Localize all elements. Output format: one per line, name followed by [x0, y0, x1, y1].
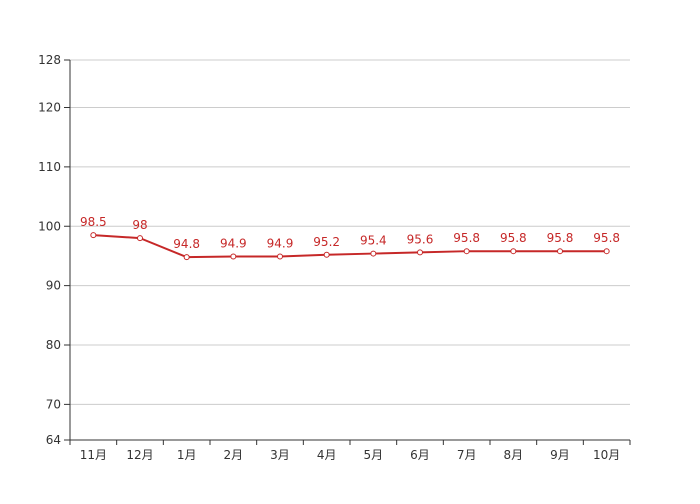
- data-point: [137, 235, 143, 242]
- data-label: 98: [132, 218, 147, 232]
- data-label: 98.5: [80, 215, 107, 229]
- gridlines: [70, 59, 630, 405]
- x-tick-label: 9月: [550, 448, 570, 462]
- y-tick-label: 80: [46, 338, 61, 352]
- data-point: [90, 232, 97, 239]
- axes: [64, 59, 631, 445]
- x-tick-label: 5月: [364, 448, 384, 462]
- data-labels: 98.5 98 94.8 94.9 94.9 95.2 95.4 95.6 95.8 95.8 95…: [80, 215, 620, 251]
- data-label: 94.9: [220, 237, 247, 251]
- y-tick-label: 70: [46, 397, 61, 411]
- x-tick-label: 11月: [80, 448, 107, 462]
- data-label: 95.2: [313, 235, 340, 249]
- y-tick-label: 120: [38, 101, 61, 115]
- data-label: 94.9: [267, 237, 294, 251]
- data-point: [183, 254, 190, 261]
- data-point: [230, 253, 237, 260]
- data-point: [417, 249, 423, 256]
- y-tick-label: 64: [46, 433, 61, 447]
- series-line: [93, 234, 607, 259]
- x-tick-label: 10月: [593, 448, 620, 462]
- y-tick-labels: 64 70 80 90 100 110 120 128: [38, 53, 61, 447]
- x-tick-label: 1月: [177, 448, 197, 462]
- data-label: 95.8: [593, 231, 620, 245]
- x-tick-label: 6月: [410, 448, 430, 462]
- data-label: 95.4: [360, 234, 387, 248]
- x-tick-label: 4月: [317, 448, 337, 462]
- y-tick-label: 90: [46, 279, 61, 293]
- x-tick-label: 2月: [224, 448, 244, 462]
- data-point: [603, 248, 610, 255]
- y-tick-label: 110: [38, 160, 61, 174]
- x-tick-label: 7月: [457, 448, 477, 462]
- data-label: 95.8: [547, 231, 574, 245]
- data-label: 94.8: [173, 237, 200, 251]
- x-tick-labels: 11月 12月 1月 2月 3月 4月 5月 6月 7月 8月 9月 10月: [80, 448, 621, 462]
- y-tick-label: 128: [38, 53, 61, 67]
- x-tick-label: 12月: [126, 448, 153, 462]
- data-label: 95.6: [407, 232, 434, 246]
- data-point: [370, 250, 377, 257]
- y-tick-label: 100: [38, 219, 61, 233]
- data-point: [557, 248, 563, 255]
- data-point: [323, 251, 330, 258]
- data-point: [463, 248, 470, 255]
- data-point: [277, 253, 283, 260]
- data-label: 95.8: [453, 231, 480, 245]
- x-tick-label: 8月: [504, 448, 524, 462]
- data-point: [510, 248, 517, 255]
- series: [90, 232, 610, 261]
- data-label: 95.8: [500, 231, 527, 245]
- x-tick-label: 3月: [270, 448, 290, 462]
